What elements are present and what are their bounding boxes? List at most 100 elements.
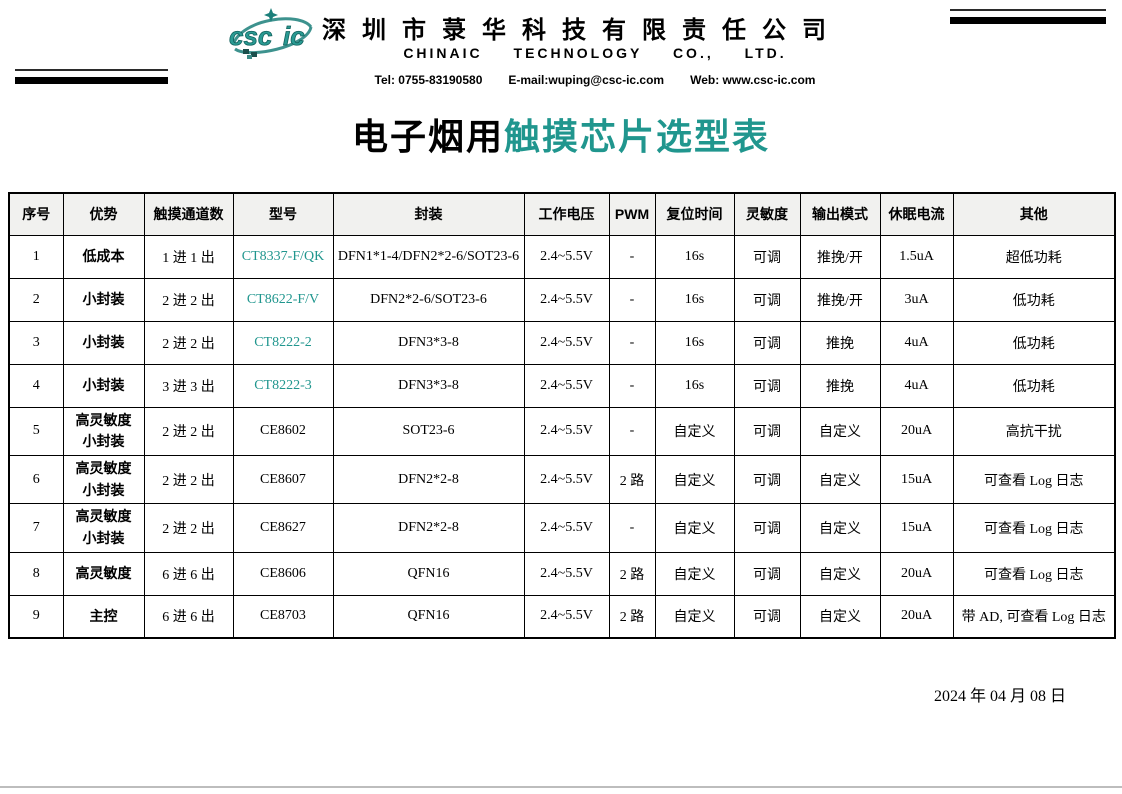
cell-pwm: - [608,363,656,408]
cell-pwm: - [608,406,656,456]
cell-other: 高抗干扰 [952,406,1116,456]
company-logo-icon: csc ic [227,5,315,63]
footer-rule [0,786,1122,788]
cell-sleep: 20uA [879,594,954,639]
cell-pwm: 2 路 [608,454,656,505]
cell-sleep: 1.5uA [879,234,954,279]
column-header-8: 复位时间 [654,192,735,236]
column-header-5: 封装 [332,192,525,236]
cell-output: 推挽/开 [799,234,881,279]
contact-tel: Tel: 0755-83190580 [374,73,483,87]
column-header-4: 型号 [232,192,334,236]
cell-voltage: 2.4~5.5V [523,363,610,408]
cell-package: DFN1*1-4/DFN2*2-6/SOT23-6 [332,234,525,279]
cell-package: DFN2*2-8 [332,503,525,553]
cell-sensitivity: 可调 [733,234,801,279]
cell-other: 可查看 Log 日志 [952,551,1116,596]
cell-sensitivity: 可调 [733,406,801,456]
cell-output: 自定义 [799,503,881,553]
page-title-teal: 触摸芯片选型表 [504,116,771,157]
cell-voltage: 2.4~5.5V [523,503,610,553]
cell-pwm: - [608,234,656,279]
cell-voltage: 2.4~5.5V [523,454,610,505]
decor-bars-left [15,69,168,84]
contact-line: Tel: 0755-83190580 E-mail:wuping@csc-ic.… [250,73,940,87]
cell-sensitivity: 可调 [733,277,801,322]
page-title: 电子烟用触摸芯片选型表 [0,108,1122,160]
company-name-cn: 深圳市菉华科技有限责任公司 [322,17,842,44]
cell-pwm: 2 路 [608,594,656,639]
cell-sensitivity: 可调 [733,320,801,365]
cell-sensitivity: 可调 [733,503,801,553]
cell-voltage: 2.4~5.5V [523,277,610,322]
cell-sleep: 4uA [879,363,954,408]
cell-no: 8 [8,551,64,596]
cell-pwm: - [608,320,656,365]
cell-model: CT8222-2 [232,320,334,365]
table-row: 3 小封装 2 进 2 出 CT8222-2 DFN3*3-8 2.4~5.5V -16s 可… [8,320,1116,365]
cell-voltage: 2.4~5.5V [523,320,610,365]
cell-pwm: - [608,277,656,322]
cell-advantage: 主控 [62,594,145,639]
cell-model: CT8622-F/V [232,277,334,322]
cell-no: 4 [8,363,64,408]
cell-output: 推挽 [799,363,881,408]
cell-output: 推挽/开 [799,277,881,322]
cell-other: 低功耗 [952,363,1116,408]
cell-other: 可查看 Log 日志 [952,454,1116,505]
table-row: 2 小封装 2 进 2 出 CT8622-F/V DFN2*2-6/SOT23-6 2.4… [8,277,1116,322]
cell-no: 1 [8,234,64,279]
cell-reset: 自定义 [654,503,735,553]
cell-sleep: 15uA [879,503,954,553]
column-header-7: PWM [608,192,656,236]
column-header-6: 工作电压 [523,192,610,236]
decor-thick-rule [950,17,1106,24]
cell-other: 低功耗 [952,277,1116,322]
table-row: 8 高灵敏度 6 进 6 出 CE8606 QFN16 2.4~5.5V 2 路自定义 可调自… [8,551,1116,596]
cell-advantage: 高灵敏度 小封装 [62,454,145,505]
column-header-12: 其他 [952,192,1116,236]
svg-text:csc: csc [229,21,273,51]
cell-other: 带 AD, 可查看 Log 日志 [952,594,1116,639]
contact-web: Web: www.csc-ic.com [690,73,816,87]
cell-channels: 1 进 1 出 [143,234,234,279]
decor-thin-rule [950,9,1106,11]
cell-package: QFN16 [332,551,525,596]
cell-advantage: 小封装 [62,363,145,408]
cell-output: 推挽 [799,320,881,365]
cell-sleep: 20uA [879,406,954,456]
cell-channels: 2 进 2 出 [143,406,234,456]
cell-advantage: 高灵敏度 [62,551,145,596]
column-header-9: 灵敏度 [733,192,801,236]
cell-channels: 6 进 6 出 [143,594,234,639]
cell-sleep: 3uA [879,277,954,322]
column-header-10: 输出模式 [799,192,881,236]
cell-model: CE8602 [232,406,334,456]
cell-other: 可查看 Log 日志 [952,503,1116,553]
cell-advantage: 高灵敏度 小封装 [62,406,145,456]
cell-no: 7 [8,503,64,553]
cell-pwm: - [608,503,656,553]
column-header-1: 序号 [8,192,64,236]
cell-package: DFN2*2-6/SOT23-6 [332,277,525,322]
cell-package: DFN3*3-8 [332,363,525,408]
cell-voltage: 2.4~5.5V [523,406,610,456]
cell-voltage: 2.4~5.5V [523,594,610,639]
cell-model: CE8627 [232,503,334,553]
cell-package: DFN3*3-8 [332,320,525,365]
cell-package: QFN16 [332,594,525,639]
table-row: 7 高灵敏度 小封装 2 进 2 出 CE8627 DFN2*2-8 2.4~5.5V - 自… [8,503,1116,553]
cell-reset: 自定义 [654,406,735,456]
cell-sensitivity: 可调 [733,594,801,639]
svg-text:ic: ic [283,21,305,51]
cell-reset: 16s [654,320,735,365]
cell-advantage: 小封装 [62,277,145,322]
cell-channels: 2 进 2 出 [143,454,234,505]
table-row: 6 高灵敏度 小封装 2 进 2 出 CE8607 DFN2*2-8 2.4~5.5V 2 … [8,454,1116,505]
cell-package: SOT23-6 [332,406,525,456]
cell-no: 6 [8,454,64,505]
cell-reset: 16s [654,277,735,322]
decor-bars-right [950,9,1106,24]
cell-reset: 16s [654,234,735,279]
cell-no: 2 [8,277,64,322]
